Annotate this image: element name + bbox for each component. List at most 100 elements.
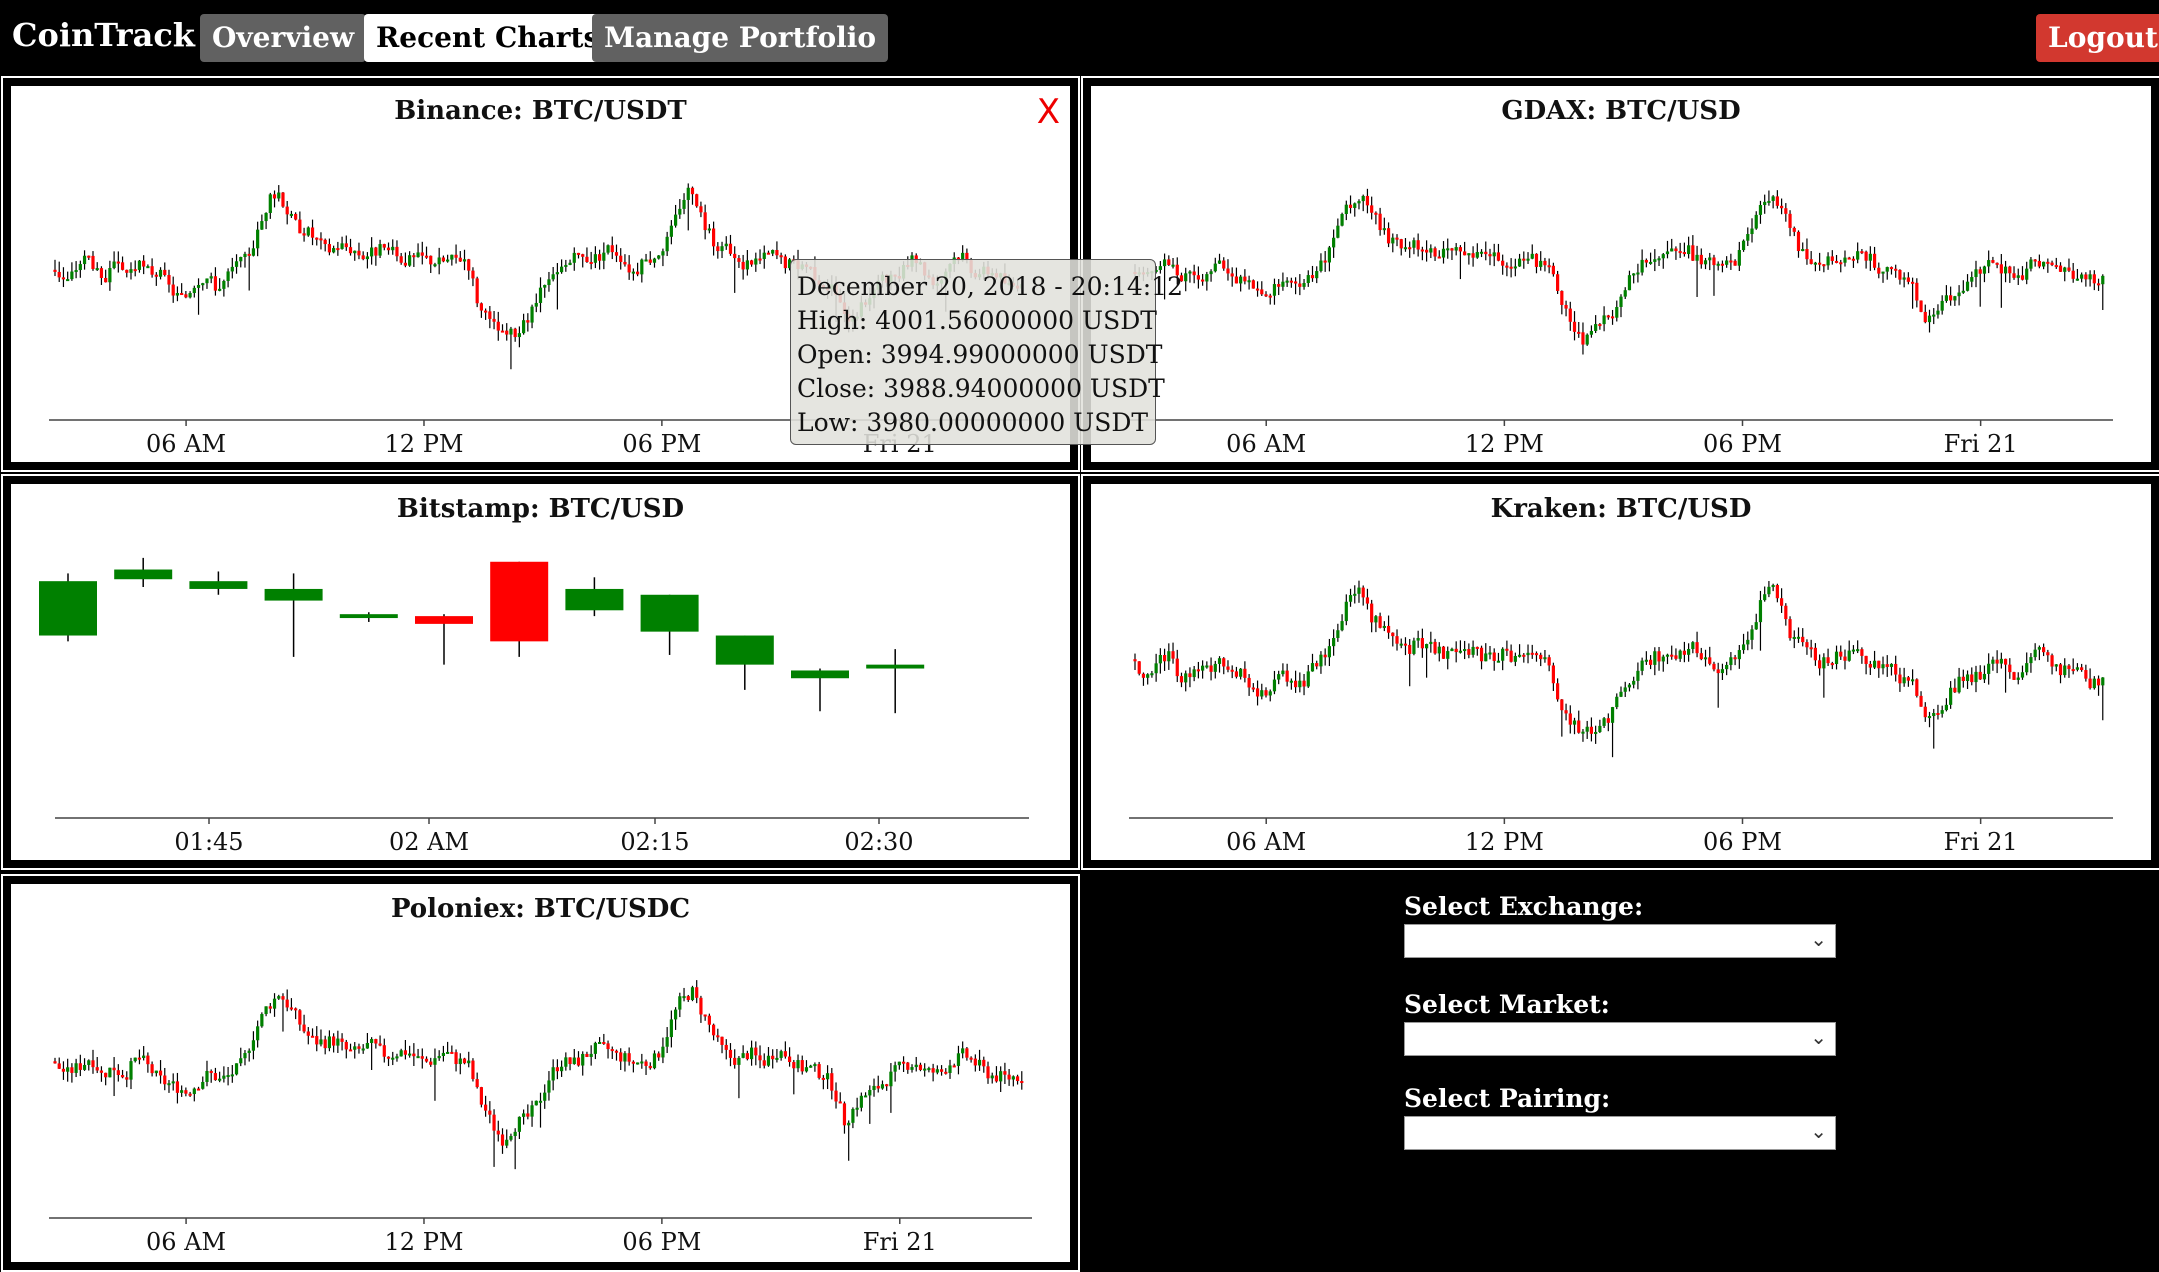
candle-body — [1378, 213, 1382, 231]
close-icon[interactable]: X — [1036, 92, 1060, 132]
candle-body — [1940, 710, 1944, 714]
candle-body — [783, 1051, 787, 1057]
candle-body — [2054, 664, 2058, 667]
candle-body — [361, 1048, 365, 1051]
candle-body — [1281, 281, 1285, 287]
candle-body — [724, 1044, 728, 1050]
candle-body — [365, 256, 370, 260]
candle-body — [1319, 654, 1323, 667]
candle-body — [2020, 672, 2025, 678]
candle-body — [754, 258, 758, 265]
candle-body — [505, 330, 509, 335]
select-pairing-dropdown[interactable]: ⌄ — [1404, 1116, 1836, 1150]
candle-body — [1610, 707, 1615, 723]
select-market-dropdown[interactable]: ⌄ — [1404, 1022, 1836, 1056]
candle-body — [1403, 247, 1408, 250]
candle-body — [247, 1050, 251, 1054]
candle-body — [150, 266, 154, 275]
candle-body — [640, 1061, 644, 1064]
candle-body — [1725, 664, 1729, 670]
candle-body — [2092, 274, 2096, 284]
candle-body — [1264, 294, 1268, 297]
candle-body — [492, 318, 496, 322]
candle-body — [631, 271, 635, 274]
candle-body — [196, 1088, 201, 1091]
candle-body — [82, 1064, 87, 1070]
candle-body — [374, 247, 378, 256]
candle-body — [315, 1036, 319, 1045]
candle-body — [581, 254, 585, 257]
candle-body — [1463, 251, 1467, 256]
candle-body — [500, 1134, 505, 1146]
candle-body — [1572, 720, 1577, 725]
candle-body — [332, 1036, 336, 1046]
candle-body — [1801, 249, 1805, 252]
candle-body — [1175, 658, 1179, 677]
candle-body — [665, 236, 669, 252]
candle-body — [1581, 332, 1585, 345]
candle-body — [1293, 281, 1298, 284]
tooltip-close: Close: 3988.94000000 USDT — [797, 374, 1165, 403]
candle-body — [1416, 638, 1420, 641]
candle-body — [116, 261, 120, 264]
candle-body — [1382, 625, 1386, 628]
candle-body — [771, 250, 775, 254]
candle-body — [1661, 254, 1665, 259]
candle-body — [1598, 725, 1602, 732]
candlestick-chart[interactable]: 01:45 02 AM 02:15 02:30 — [11, 484, 1070, 860]
candle-body — [623, 1053, 627, 1062]
nav-recent-charts-button[interactable]: Recent Charts — [364, 14, 612, 62]
candle-body — [2037, 260, 2041, 267]
nav-overview-button[interactable]: Overview — [200, 14, 367, 62]
panel-title: Bitstamp: BTC/USD — [396, 494, 685, 524]
candle-body — [1741, 240, 1746, 251]
candle-body — [310, 227, 315, 238]
candle-body — [1737, 650, 1741, 660]
candle-body — [1695, 254, 1699, 261]
candle-body — [1987, 260, 1991, 267]
x-tick-label: Fri 21 — [1944, 828, 2018, 856]
candle-body — [513, 328, 517, 338]
candle-body — [1708, 257, 1712, 261]
candle-body — [1729, 657, 1733, 665]
candle-body — [673, 214, 678, 226]
candle-body — [1805, 249, 1809, 260]
logout-button[interactable]: Logout — [2036, 14, 2159, 62]
candle-body — [509, 1136, 513, 1140]
candle-body — [977, 1059, 982, 1066]
candle-body — [1818, 660, 1822, 669]
candle-body — [1961, 676, 1965, 682]
candle-body — [108, 1067, 112, 1078]
candle-body — [1784, 605, 1788, 620]
candle-body — [116, 1070, 120, 1076]
candle-body — [623, 261, 627, 265]
candle-body — [1365, 195, 1370, 206]
candle-body — [1505, 648, 1509, 651]
candle-body — [479, 303, 483, 311]
candle-body — [1779, 598, 1784, 606]
candle-body — [715, 635, 774, 665]
candle-body — [340, 243, 344, 249]
candle-body — [370, 1039, 374, 1043]
nav-manage-portfolio-button[interactable]: Manage Portfolio — [592, 14, 889, 62]
candle-body — [1179, 275, 1184, 282]
candle-body — [1758, 600, 1763, 623]
select-exchange-dropdown[interactable]: ⌄ — [1404, 924, 1836, 958]
candlestick-chart[interactable]: 06 AM 12 PM 06 PM Fri 21 — [1091, 86, 2151, 462]
candle-body — [1995, 659, 1999, 664]
candle-body — [1513, 266, 1517, 269]
candlestick-chart[interactable]: 06 AM 12 PM 06 PM Fri 21 — [1091, 484, 2151, 860]
candle-body — [1822, 264, 1826, 267]
candle-body — [1492, 652, 1496, 661]
candle-body — [2071, 270, 2075, 279]
candle-body — [125, 1077, 129, 1080]
candle-body — [669, 225, 673, 237]
candle-body — [614, 252, 619, 256]
tooltip-open: Open: 3994.99000000 USDT — [797, 340, 1163, 369]
candle-body — [821, 1077, 825, 1080]
candle-body — [454, 1052, 458, 1065]
candle-body — [1217, 260, 1222, 264]
candlestick-chart[interactable]: 06 AM 12 PM 06 PM Fri 21 — [11, 884, 1070, 1262]
candle-body — [1653, 259, 1657, 262]
candle-body — [1594, 731, 1598, 734]
